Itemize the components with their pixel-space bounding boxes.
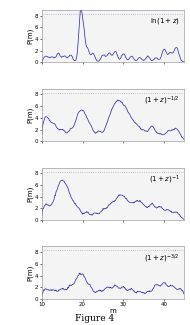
Text: Figure 4: Figure 4 — [75, 314, 115, 323]
Y-axis label: P(m): P(m) — [27, 186, 34, 202]
Y-axis label: P(m): P(m) — [27, 107, 34, 123]
Y-axis label: P(m): P(m) — [27, 265, 34, 281]
Text: $(1+z)^{-3/2}$: $(1+z)^{-3/2}$ — [144, 253, 180, 265]
X-axis label: m: m — [110, 308, 116, 314]
Text: $\ln(1+z)$: $\ln(1+z)$ — [150, 16, 180, 26]
Text: $(1+z)^{-1/2}$: $(1+z)^{-1/2}$ — [144, 95, 180, 107]
Y-axis label: P(m): P(m) — [27, 28, 34, 44]
Text: $(1+z)^{-1}$: $(1+z)^{-1}$ — [149, 174, 180, 186]
